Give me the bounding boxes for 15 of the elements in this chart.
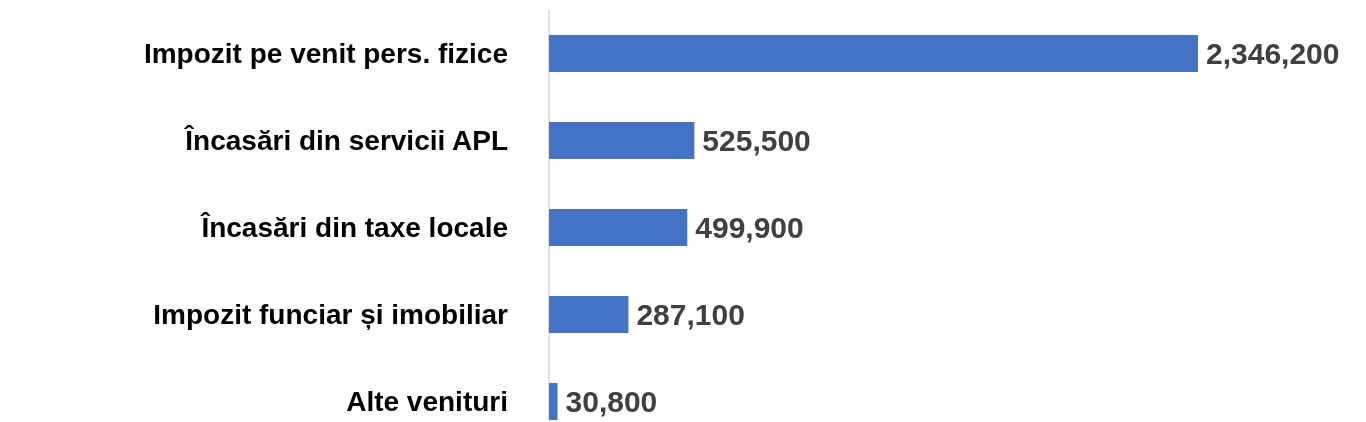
bar xyxy=(549,296,629,333)
y-tick-label: Impozit pe venit pers. fizice xyxy=(143,38,508,70)
data-label: 30,800 xyxy=(565,385,658,418)
y-tick-label: Impozit funciar și imobiliar xyxy=(153,299,509,331)
data-label: 2,346,200 xyxy=(1206,37,1340,70)
y-tick-label: Încasări din servicii APL xyxy=(183,125,508,157)
data-label: 499,900 xyxy=(695,211,804,244)
y-tick-label: Încasări din taxe locale xyxy=(199,212,508,244)
bar xyxy=(549,35,1198,72)
data-label: 287,100 xyxy=(636,298,745,331)
y-tick-label: Alte venituri xyxy=(346,386,508,418)
bar xyxy=(549,383,558,420)
data-label: 525,500 xyxy=(702,124,811,157)
bar xyxy=(549,209,688,246)
bar xyxy=(549,122,695,159)
